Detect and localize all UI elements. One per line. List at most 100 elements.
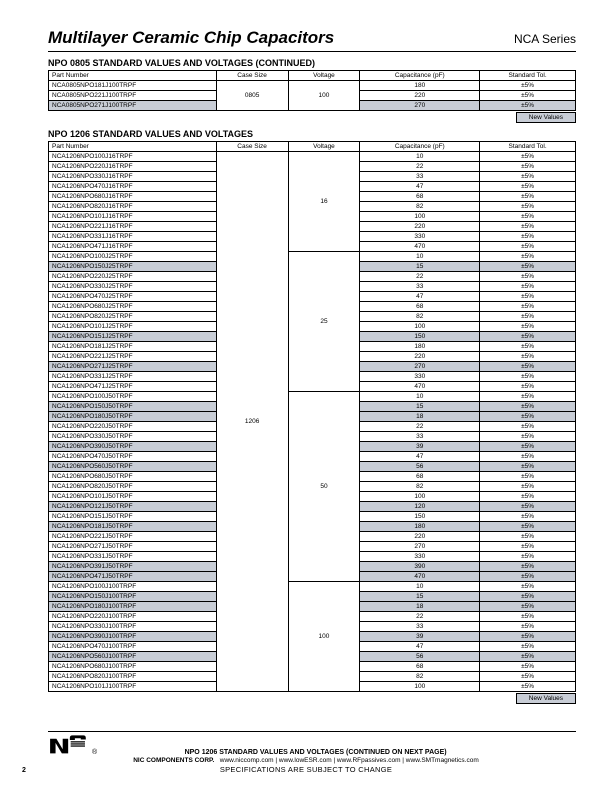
tolerance: ±5%: [480, 632, 576, 642]
footer-urls: www.niccomp.com | www.lowESR.com | www.R…: [220, 757, 479, 764]
capacitance: 150: [360, 512, 480, 522]
capacitance: 82: [360, 202, 480, 212]
part-number: NCA1206NPO101J16TRPF: [49, 212, 217, 222]
capacitance: 33: [360, 282, 480, 292]
column-header: Part Number: [49, 71, 217, 81]
tolerance: ±5%: [480, 602, 576, 612]
part-number: NCA1206NPO100J100TRPF: [49, 582, 217, 592]
part-number: NCA1206NPO221J50TRPF: [49, 532, 217, 542]
nic-logo-icon: [48, 734, 90, 756]
capacitance: 330: [360, 372, 480, 382]
capacitance: 100: [360, 492, 480, 502]
tolerance: ±5%: [480, 522, 576, 532]
voltage: 50: [288, 392, 360, 582]
tolerance: ±5%: [480, 312, 576, 322]
capacitance: 270: [360, 362, 480, 372]
part-number: NCA1206NPO471J50TRPF: [49, 572, 217, 582]
part-number: NCA1206NPO151J25TRPF: [49, 332, 217, 342]
tolerance: ±5%: [480, 372, 576, 382]
part-number: NCA1206NPO121J50TRPF: [49, 502, 217, 512]
part-number: NCA1206NPO680J16TRPF: [49, 192, 217, 202]
capacitance: 120: [360, 502, 480, 512]
column-header: Voltage: [288, 142, 360, 152]
part-number: NCA1206NPO101J25TRPF: [49, 322, 217, 332]
footer-continued: NPO 1206 STANDARD VALUES AND VOLTAGES (C…: [185, 749, 447, 756]
part-number: NCA1206NPO220J16TRPF: [49, 162, 217, 172]
section1-title: NPO 0805 STANDARD VALUES AND VOLTAGES (C…: [48, 58, 576, 68]
part-number: NCA1206NPO220J50TRPF: [49, 422, 217, 432]
capacitance: 220: [360, 222, 480, 232]
part-number: NCA1206NPO680J100TRPF: [49, 662, 217, 672]
tolerance: ±5%: [480, 162, 576, 172]
part-number: NCA1206NPO150J50TRPF: [49, 402, 217, 412]
capacitance: 47: [360, 452, 480, 462]
case-size: 1206: [216, 152, 288, 692]
tolerance: ±5%: [480, 342, 576, 352]
tolerance: ±5%: [480, 202, 576, 212]
capacitance: 33: [360, 172, 480, 182]
capacitance: 22: [360, 422, 480, 432]
capacitance: 68: [360, 302, 480, 312]
section2-title: NPO 1206 STANDARD VALUES AND VOLTAGES: [48, 129, 576, 139]
capacitance: 56: [360, 652, 480, 662]
part-number: NCA1206NPO470J50TRPF: [49, 452, 217, 462]
table-row: NCA1206NPO100J50TRPF5010±5%: [49, 392, 576, 402]
part-number: NCA1206NPO331J50TRPF: [49, 552, 217, 562]
part-number: NCA1206NPO471J25TRPF: [49, 382, 217, 392]
part-number: NCA1206NPO331J25TRPF: [49, 372, 217, 382]
part-number: NCA1206NPO100J16TRPF: [49, 152, 217, 162]
case-size: 0805: [216, 81, 288, 111]
part-number: NCA1206NPO560J100TRPF: [49, 652, 217, 662]
part-number: NCA1206NPO330J100TRPF: [49, 622, 217, 632]
tolerance: ±5%: [480, 532, 576, 542]
capacitance: 180: [360, 522, 480, 532]
capacitance: 47: [360, 182, 480, 192]
voltage: 100: [288, 582, 360, 692]
capacitance: 330: [360, 552, 480, 562]
capacitance: 15: [360, 402, 480, 412]
capacitance: 220: [360, 352, 480, 362]
tolerance: ±5%: [480, 212, 576, 222]
part-number: NCA1206NPO150J100TRPF: [49, 592, 217, 602]
tolerance: ±5%: [480, 182, 576, 192]
tolerance: ±5%: [480, 232, 576, 242]
part-number: NCA1206NPO391J50TRPF: [49, 562, 217, 572]
part-number: NCA1206NPO330J16TRPF: [49, 172, 217, 182]
footer-corp: NIC COMPONENTS CORP.: [133, 757, 214, 764]
capacitance: 22: [360, 272, 480, 282]
tolerance: ±5%: [480, 682, 576, 692]
part-number: NCA1206NPO151J50TRPF: [49, 512, 217, 522]
table-1206: Part NumberCase SizeVoltageCapacitance (…: [48, 141, 576, 692]
capacitance: 470: [360, 382, 480, 392]
part-number: NCA1206NPO180J50TRPF: [49, 412, 217, 422]
column-header: Case Size: [216, 142, 288, 152]
tolerance: ±5%: [480, 462, 576, 472]
table-row: NCA0805NPO181J100TRPF0805100180±5%: [49, 81, 576, 91]
capacitance: 33: [360, 432, 480, 442]
tolerance: ±5%: [480, 101, 576, 111]
table-0805: Part NumberCase SizeVoltageCapacitance (…: [48, 70, 576, 111]
tolerance: ±5%: [480, 572, 576, 582]
part-number: NCA1206NPO100J50TRPF: [49, 392, 217, 402]
tolerance: ±5%: [480, 542, 576, 552]
part-number: NCA1206NPO221J25TRPF: [49, 352, 217, 362]
tolerance: ±5%: [480, 442, 576, 452]
tolerance: ±5%: [480, 262, 576, 272]
part-number: NCA1206NPO330J25TRPF: [49, 282, 217, 292]
new-values-row-2: New Values: [48, 693, 576, 704]
part-number: NCA1206NPO330J50TRPF: [49, 432, 217, 442]
column-header: Capacitance (pF): [360, 142, 480, 152]
capacitance: 82: [360, 482, 480, 492]
part-number: NCA1206NPO680J50TRPF: [49, 472, 217, 482]
capacitance: 270: [360, 101, 480, 111]
capacitance: 39: [360, 632, 480, 642]
tolerance: ±5%: [480, 332, 576, 342]
part-number: NCA1206NPO820J25TRPF: [49, 312, 217, 322]
capacitance: 150: [360, 332, 480, 342]
tolerance: ±5%: [480, 322, 576, 332]
column-header: Standard Tol.: [480, 71, 576, 81]
part-number: NCA1206NPO220J25TRPF: [49, 272, 217, 282]
tolerance: ±5%: [480, 472, 576, 482]
capacitance: 18: [360, 602, 480, 612]
capacitance: 100: [360, 212, 480, 222]
